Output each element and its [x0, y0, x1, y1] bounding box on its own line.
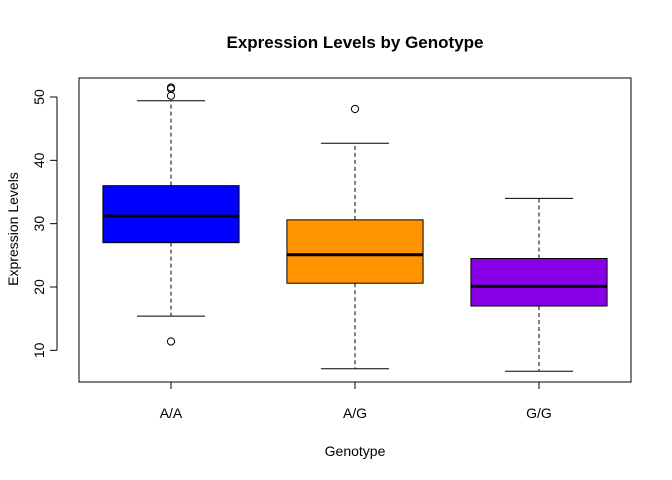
y-tick-label: 50 [31, 89, 47, 105]
chart-title: Expression Levels by Genotype [227, 33, 484, 52]
y-tick-label: 30 [31, 216, 47, 232]
y-tick-label: 20 [31, 279, 47, 295]
outlier-point [166, 337, 176, 346]
y-tick-label: 40 [31, 152, 47, 168]
x-tick-label: A/G [343, 405, 367, 421]
outlier-point [350, 104, 360, 114]
outlier-point [166, 91, 176, 100]
box-body [286, 219, 424, 284]
box-a-a [102, 83, 240, 346]
x-tick-label: A/A [160, 405, 183, 421]
y-axis-label: Expression Levels [5, 172, 21, 286]
y-tick-label: 10 [31, 342, 47, 358]
x-axis: A/A A/G G/G [160, 381, 552, 421]
box-body [470, 258, 608, 307]
boxes-layer [102, 83, 608, 372]
x-tick-label: G/G [526, 405, 552, 421]
x-axis-label: Genotype [325, 443, 386, 459]
box-body [102, 185, 240, 244]
box-a-g [286, 104, 424, 370]
box-g-g [470, 197, 608, 372]
y-axis: 10 20 30 40 50 [31, 89, 58, 358]
